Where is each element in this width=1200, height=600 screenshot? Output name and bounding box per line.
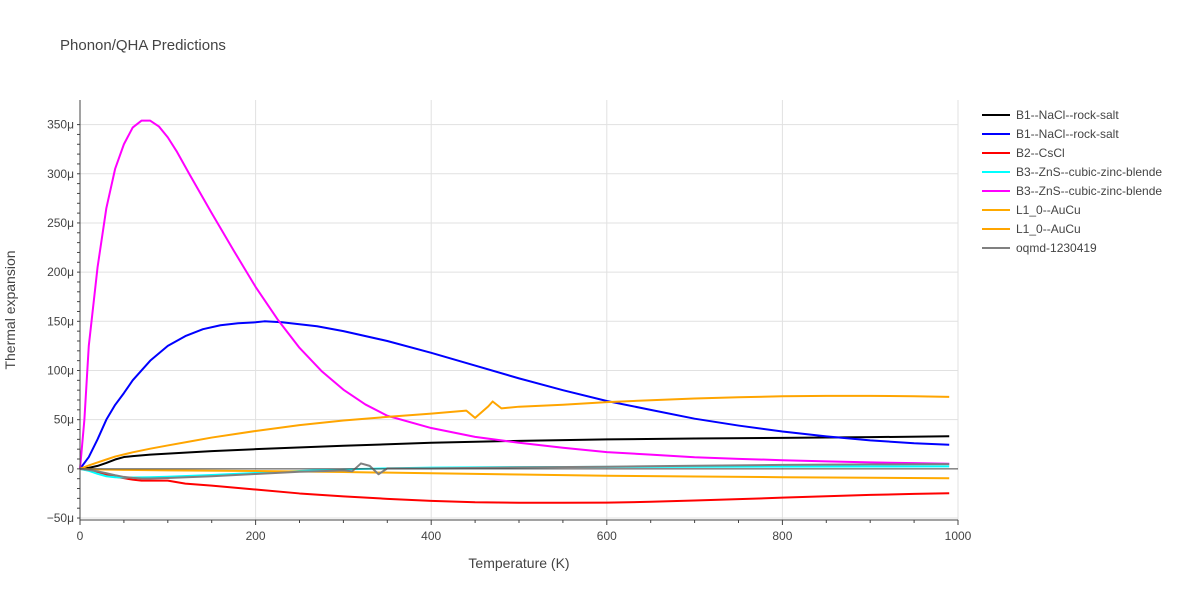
- legend-item[interactable]: L1_0--AuCu: [982, 222, 1081, 236]
- legend-item[interactable]: B3--ZnS--cubic-zinc-blende: [982, 165, 1162, 179]
- y-tick-label: −50μ: [47, 511, 74, 525]
- x-axis-ticks: 0 200 400 600 800 1000: [77, 529, 972, 543]
- grid-lines: [80, 100, 959, 520]
- y-tick-label: 150μ: [47, 314, 74, 328]
- series-line-6: [79, 394, 950, 470]
- x-tick-label: 1000: [945, 529, 972, 543]
- series-line-5: [79, 467, 950, 480]
- y-tick-label: 350μ: [47, 118, 74, 132]
- legend-label: L1_0--AuCu: [1016, 222, 1081, 236]
- legend-item[interactable]: B1--NaCl--rock-salt: [982, 127, 1119, 141]
- legend-label: B1--NaCl--rock-salt: [1016, 108, 1119, 122]
- x-tick-label: 800: [772, 529, 792, 543]
- y-tick-label: 50μ: [54, 413, 74, 427]
- x-tick-label: 200: [246, 529, 266, 543]
- x-tick-label: 400: [421, 529, 441, 543]
- series-line-4: [79, 119, 950, 469]
- legend-item[interactable]: B2--CsCl: [982, 146, 1065, 160]
- legend-label: L1_0--AuCu: [1016, 203, 1081, 217]
- y-tick-label: 300μ: [47, 167, 74, 181]
- legend[interactable]: B1--NaCl--rock-salt B1--NaCl--rock-salt B2…: [982, 108, 1162, 255]
- series-line-0: [79, 435, 950, 470]
- legend-item[interactable]: B3--ZnS--cubic-zinc-blende: [982, 184, 1162, 198]
- x-tick-label: 600: [597, 529, 617, 543]
- axes: [77, 100, 959, 525]
- y-axis-title: Thermal expansion: [2, 250, 18, 369]
- plot-area: [79, 119, 950, 504]
- legend-label: B3--ZnS--cubic-zinc-blende: [1016, 184, 1162, 198]
- legend-label: B1--NaCl--rock-salt: [1016, 127, 1119, 141]
- y-tick-label: 250μ: [47, 216, 74, 230]
- chart-title: Phonon/QHA Predictions: [60, 37, 226, 54]
- series-line-1: [79, 320, 950, 470]
- legend-label: oqmd-1230419: [1016, 241, 1097, 255]
- series-line-7: [79, 462, 950, 480]
- legend-item[interactable]: oqmd-1230419: [982, 241, 1097, 255]
- legend-label: B3--ZnS--cubic-zinc-blende: [1016, 165, 1162, 179]
- y-tick-label: 0: [67, 462, 74, 476]
- y-axis-ticks: −50μ 0 50μ 100μ 150μ 200μ 250μ 300μ 350μ: [47, 118, 75, 525]
- x-tick-label: 0: [77, 529, 84, 543]
- y-tick-label: 200μ: [47, 265, 74, 279]
- legend-label: B2--CsCl: [1016, 146, 1065, 160]
- legend-item[interactable]: L1_0--AuCu: [982, 203, 1081, 217]
- x-axis-title: Temperature (K): [468, 555, 569, 571]
- y-tick-label: 100μ: [47, 363, 74, 377]
- legend-item[interactable]: B1--NaCl--rock-salt: [982, 108, 1119, 122]
